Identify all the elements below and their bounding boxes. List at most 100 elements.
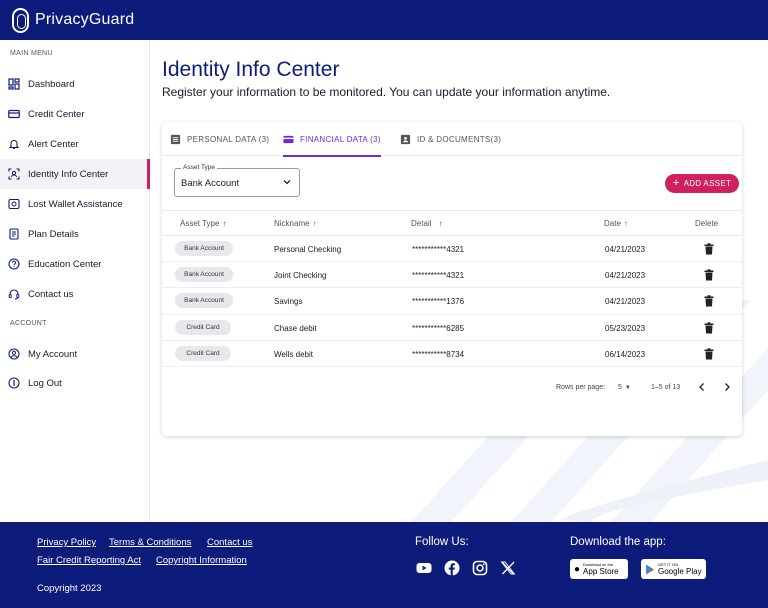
footer: Privacy Policy Terms & Conditions Contac… bbox=[0, 522, 768, 608]
tab-label: ID & DOCUMENTS(3) bbox=[417, 134, 502, 144]
nickname-cell: Chase debit bbox=[274, 323, 317, 333]
rows-per-page-label: Rows per page: bbox=[556, 384, 606, 391]
terms-conditions-link[interactable]: Terms & Conditions bbox=[109, 537, 192, 548]
main-menu-heading: MAIN MENU bbox=[10, 50, 53, 57]
download-app-heading: Download the app: bbox=[570, 536, 666, 548]
copyright-text: Copyright 2023 bbox=[37, 583, 102, 594]
sidebar-item-label: Lost Wallet Assistance bbox=[28, 198, 123, 210]
follow-us-heading: Follow Us: bbox=[415, 536, 469, 548]
instagram-icon[interactable] bbox=[472, 560, 488, 576]
chevron-down-icon bbox=[283, 180, 291, 185]
table-header-row: Asset Type ↑ Nickname ↑ Detail ↑ Date ↑ … bbox=[162, 210, 742, 236]
list-icon bbox=[170, 134, 181, 144]
headset-icon bbox=[8, 288, 20, 300]
sidebar-item-credit-center[interactable]: Credit Center bbox=[0, 99, 150, 129]
sidebar-item-my-account[interactable]: My Account bbox=[0, 339, 150, 369]
column-header-delete: Delete bbox=[695, 219, 718, 228]
id-badge-icon bbox=[400, 134, 411, 144]
copyright-info-link[interactable]: Copyright Information bbox=[156, 555, 247, 566]
app-store-badge[interactable]: ● Download on the App Store bbox=[570, 559, 628, 579]
google-play-big-text: Google Play bbox=[658, 566, 702, 576]
add-asset-button[interactable]: + ADD ASSET bbox=[665, 174, 739, 193]
credit-card-icon bbox=[8, 108, 20, 120]
column-header-detail[interactable]: Detail ↑ bbox=[411, 219, 442, 228]
detail-cell: ***********4321 bbox=[412, 245, 465, 254]
google-play-badge[interactable]: GET IT ON Google Play bbox=[641, 559, 706, 579]
sidebar-item-label: Contact us bbox=[28, 288, 74, 300]
sort-arrow-up-icon: ↑ bbox=[623, 219, 628, 228]
sidebar-item-dashboard[interactable]: Dashboard bbox=[0, 69, 150, 99]
table-row[interactable]: Bank Account Savings ***********1376 04/… bbox=[162, 288, 742, 315]
nickname-cell: Personal Checking bbox=[274, 245, 342, 254]
page-subtitle: Register your information to be monitore… bbox=[162, 85, 611, 99]
chevron-left-icon[interactable] bbox=[697, 382, 707, 392]
sidebar-item-log-out[interactable]: Log Out bbox=[0, 368, 150, 398]
asset-type-value: Bank Account bbox=[181, 178, 240, 189]
app-store-small-text: Download on the bbox=[583, 561, 614, 567]
facebook-icon[interactable] bbox=[444, 560, 460, 576]
table-row[interactable]: Bank Account Personal Checking *********… bbox=[162, 236, 742, 263]
fingerprint-logo-icon bbox=[12, 7, 29, 33]
sidebar-item-plan-details[interactable]: Plan Details bbox=[0, 219, 150, 249]
date-cell: 04/21/2023 bbox=[605, 271, 646, 281]
rows-per-page-select[interactable]: 5 ▼ bbox=[618, 384, 631, 391]
contact-us-link[interactable]: Contact us bbox=[207, 537, 253, 548]
privacy-policy-link[interactable]: Privacy Policy bbox=[37, 537, 97, 548]
sidebar-item-education-center[interactable]: Education Center bbox=[0, 249, 150, 279]
tab-label: PERSONAL DATA (3) bbox=[187, 134, 270, 144]
trash-icon[interactable] bbox=[704, 348, 714, 360]
sidebar-item-label: Log Out bbox=[28, 377, 62, 389]
sort-arrow-up-icon: ↑ bbox=[222, 219, 227, 228]
asset-type-chip: Credit Card bbox=[175, 319, 231, 335]
help-circle-icon bbox=[8, 258, 20, 270]
sidebar-item-identity-info-center[interactable]: Identity Info Center bbox=[0, 159, 150, 189]
identity-scan-icon bbox=[8, 168, 20, 180]
nickname-cell: Savings bbox=[274, 297, 303, 307]
sidebar-item-contact-us[interactable]: Contact us bbox=[0, 279, 150, 309]
youtube-icon[interactable] bbox=[416, 560, 432, 576]
trash-icon[interactable] bbox=[704, 243, 714, 255]
header-label: Detail bbox=[411, 219, 432, 228]
table-pagination: Rows per page: 5 ▼ 1–5 of 13 bbox=[162, 372, 742, 404]
detail-cell: ***********1376 bbox=[412, 297, 465, 307]
top-bar: PrivacyGuard bbox=[0, 0, 768, 40]
tab-label: FINANCIAL DATA (3) bbox=[300, 134, 381, 144]
date-cell: 06/14/2023 bbox=[605, 349, 646, 359]
asset-type-chip: Bank Account bbox=[175, 293, 233, 309]
identity-info-card: PERSONAL DATA (3) FINANCIAL DATA (3) ID … bbox=[162, 122, 742, 436]
asset-type-select[interactable]: Asset Type Bank Account bbox=[174, 164, 300, 197]
sidebar-item-label: Alert Center bbox=[28, 138, 79, 150]
detail-cell: ***********8734 bbox=[412, 349, 465, 359]
sidebar-item-label: My Account bbox=[28, 348, 78, 360]
column-header-nickname[interactable]: Nickname ↑ bbox=[274, 219, 317, 228]
app-logo[interactable]: PrivacyGuard bbox=[12, 7, 134, 33]
plus-icon: + bbox=[672, 177, 680, 189]
tab-personal-data[interactable]: PERSONAL DATA (3) bbox=[170, 122, 269, 156]
column-header-date[interactable]: Date ↑ bbox=[604, 219, 628, 228]
tab-id-documents[interactable]: ID & DOCUMENTS(3) bbox=[400, 122, 501, 156]
sidebar-item-alert-center[interactable]: Alert Center bbox=[0, 129, 150, 159]
sidebar-item-label: Plan Details bbox=[28, 228, 79, 240]
page-title: Identity Info Center bbox=[162, 58, 340, 81]
sidebar-item-lost-wallet-assistance[interactable]: Lost Wallet Assistance bbox=[0, 189, 150, 219]
date-cell: 04/21/2023 bbox=[605, 245, 646, 254]
account-heading: ACCOUNT bbox=[10, 320, 47, 327]
trash-icon[interactable] bbox=[704, 321, 714, 334]
nickname-cell: Wells debit bbox=[274, 349, 313, 359]
assets-table: Asset Type ↑ Nickname ↑ Detail ↑ Date ↑ … bbox=[162, 210, 742, 367]
tab-financial-data[interactable]: FINANCIAL DATA (3) bbox=[283, 122, 381, 157]
chevron-right-icon[interactable] bbox=[722, 382, 732, 392]
table-row[interactable]: Credit Card Chase debit ***********6285 … bbox=[162, 315, 742, 341]
column-header-asset-type[interactable]: Asset Type ↑ bbox=[180, 219, 226, 228]
main-content: Identity Info Center Register your infor… bbox=[151, 40, 768, 522]
table-row[interactable]: Bank Account Joint Checking ***********4… bbox=[162, 262, 742, 289]
logout-icon bbox=[8, 377, 20, 389]
date-cell: 04/21/2023 bbox=[605, 297, 646, 307]
header-label: Asset Type bbox=[180, 219, 220, 228]
asset-type-chip: Credit Card bbox=[175, 345, 231, 361]
fcra-link[interactable]: Fair Credit Reporting Act bbox=[37, 555, 142, 566]
trash-icon[interactable] bbox=[704, 269, 714, 281]
x-twitter-icon[interactable] bbox=[500, 560, 516, 576]
table-row[interactable]: Credit Card Wells debit ***********8734 … bbox=[162, 341, 742, 367]
trash-icon[interactable] bbox=[704, 295, 714, 307]
